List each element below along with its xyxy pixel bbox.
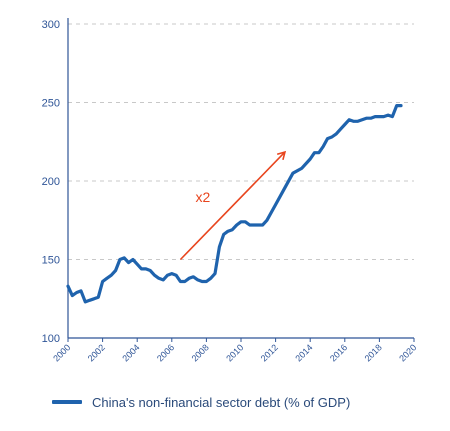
x-tick-label-2006: 2006 [155,342,176,363]
x-tick-label-2014: 2014 [293,342,314,363]
y-tick-label-100: 100 [42,333,60,345]
x-tick-label-2018: 2018 [363,342,384,363]
annotation-arrow [179,150,287,261]
x-tick-label-2002: 2002 [86,342,107,363]
x-tick-label-2012: 2012 [259,342,280,363]
x-tick-label-2020: 2020 [397,342,418,363]
legend: China's non-financial sector debt (% of … [52,392,350,412]
y-tick-label-150: 150 [42,255,60,267]
legend-swatch [52,400,82,404]
x-tick-label-2010: 2010 [224,342,245,363]
x-tick-label-2008: 2008 [190,342,211,363]
series-group [66,104,403,304]
annotation-label: x2 [196,189,211,205]
axes: 100 150 200 250 300 2000 2002 2004 2006 2008 2010 2… [42,18,418,364]
y-tick-label-300: 300 [42,19,60,31]
x-tick-label-2004: 2004 [120,342,141,363]
series-line-0 [66,104,403,304]
x-tick-label-2000: 2000 [51,342,72,363]
y-tick-label-250: 250 [42,98,60,110]
annotation-group: x2 [179,150,287,261]
grid-lines [68,23,414,260]
legend-label: China's non-financial sector debt (% of … [92,394,351,410]
y-tick-label-200: 200 [42,176,60,188]
x-tick-label-2016: 2016 [328,342,349,363]
